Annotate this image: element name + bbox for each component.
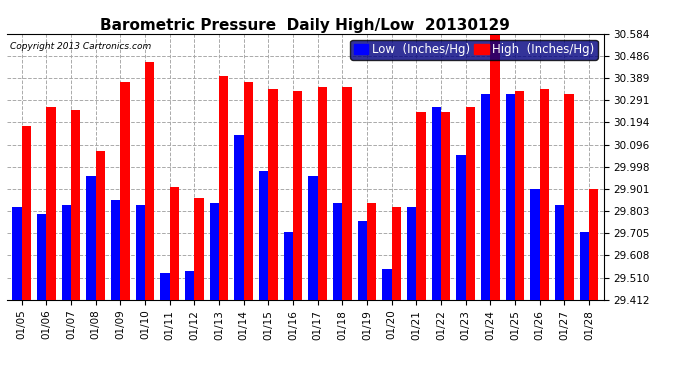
Bar (342, 87, 352, 300)
Bar (61, 205, 71, 300)
Bar (268, 89, 277, 300)
Bar (37, 214, 46, 300)
Bar (580, 232, 589, 300)
Bar (357, 221, 367, 300)
Bar (382, 268, 392, 300)
Bar (491, 34, 500, 300)
Bar (317, 87, 327, 300)
Bar (555, 205, 564, 300)
Bar (120, 82, 130, 300)
Bar (145, 62, 155, 300)
Bar (333, 203, 342, 300)
Bar (136, 205, 145, 300)
Bar (392, 207, 401, 300)
Bar (86, 176, 96, 300)
Bar (219, 75, 228, 300)
Bar (259, 171, 268, 300)
Bar (244, 82, 253, 300)
Bar (589, 189, 598, 300)
Bar (540, 89, 549, 300)
Bar (367, 203, 376, 300)
Bar (195, 198, 204, 300)
Bar (293, 92, 302, 300)
Bar (185, 271, 195, 300)
Bar (466, 107, 475, 300)
Bar (530, 189, 540, 300)
Bar (456, 155, 466, 300)
Bar (12, 207, 21, 300)
Bar (416, 112, 426, 300)
Bar (170, 187, 179, 300)
Bar (71, 110, 81, 300)
Bar (441, 112, 451, 300)
Bar (235, 135, 244, 300)
Bar (21, 126, 31, 300)
Bar (284, 232, 293, 300)
Bar (308, 176, 317, 300)
Text: Copyright 2013 Cartronics.com: Copyright 2013 Cartronics.com (10, 42, 151, 51)
Legend: Low  (Inches/Hg), High  (Inches/Hg): Low (Inches/Hg), High (Inches/Hg) (351, 40, 598, 60)
Bar (564, 94, 573, 300)
Bar (111, 201, 120, 300)
Bar (210, 203, 219, 300)
Bar (160, 273, 170, 300)
Bar (432, 107, 441, 300)
Bar (515, 92, 524, 300)
Bar (506, 94, 515, 300)
Bar (96, 150, 105, 300)
Bar (481, 94, 491, 300)
Bar (407, 207, 416, 300)
Bar (46, 107, 56, 300)
Title: Barometric Pressure  Daily High/Low  20130129: Barometric Pressure Daily High/Low 20130… (100, 18, 511, 33)
